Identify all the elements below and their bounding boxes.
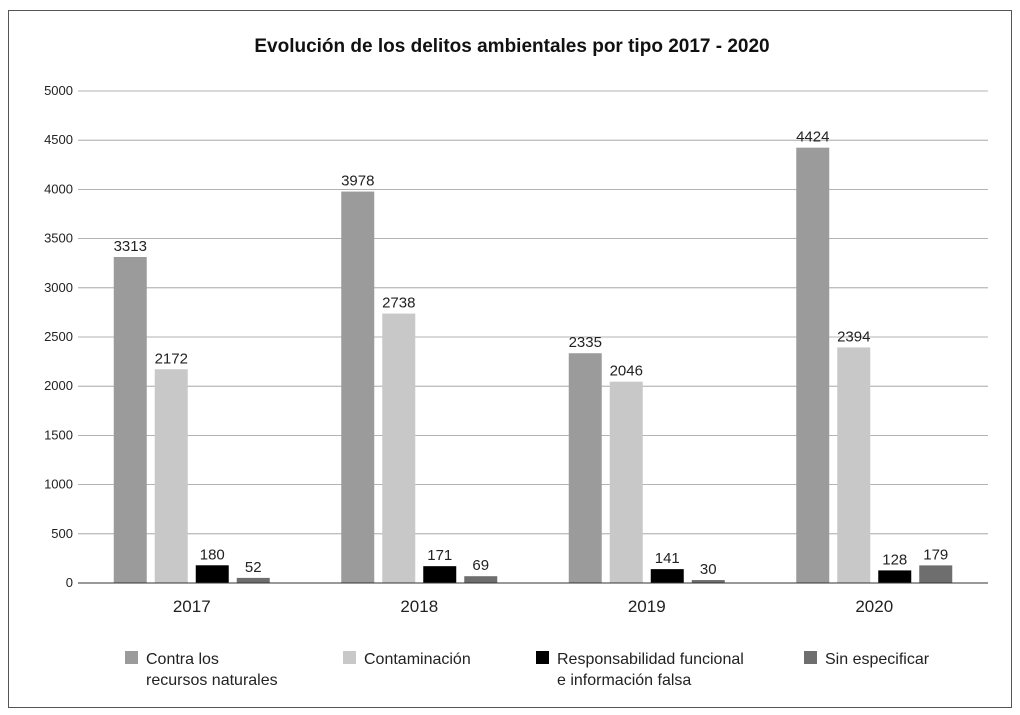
data-label: 2335 bbox=[569, 334, 602, 351]
bar bbox=[113, 257, 147, 583]
bar bbox=[382, 313, 416, 583]
data-label: 4424 bbox=[796, 129, 829, 146]
bar bbox=[423, 566, 457, 583]
bar bbox=[919, 565, 953, 583]
bars bbox=[113, 147, 953, 583]
bar bbox=[341, 191, 375, 583]
legend-label: Contra los bbox=[146, 651, 219, 668]
data-label: 171 bbox=[427, 547, 452, 564]
data-label: 69 bbox=[472, 557, 489, 574]
data-label: 179 bbox=[923, 546, 948, 563]
data-label: 52 bbox=[245, 559, 262, 576]
bar bbox=[464, 576, 498, 583]
y-tick-label: 0 bbox=[66, 575, 73, 590]
chart-title: Evolución de los delitos ambientales por… bbox=[254, 36, 769, 57]
y-axis-ticks: 0 500 1000 1500 2000 2500 3000 3500 4000 4500 5000 bbox=[44, 83, 73, 590]
legend-swatch bbox=[125, 651, 138, 664]
x-tick-label: 2018 bbox=[400, 597, 438, 616]
data-label: 2046 bbox=[610, 363, 643, 380]
data-labels: 3313 2172 180 52 3978 2738 171 69 2335 2046 141 30 4… bbox=[114, 129, 949, 578]
data-label: 30 bbox=[700, 561, 717, 578]
legend-swatch bbox=[343, 651, 356, 664]
data-label: 2172 bbox=[155, 350, 188, 367]
bar bbox=[609, 381, 643, 583]
legend-label: Contaminación bbox=[364, 651, 471, 668]
data-label: 128 bbox=[882, 551, 907, 568]
data-label: 2394 bbox=[837, 328, 870, 345]
y-tick-label: 3500 bbox=[44, 231, 73, 246]
bar bbox=[878, 570, 912, 583]
x-tick-label: 2019 bbox=[628, 597, 666, 616]
legend-swatch bbox=[804, 651, 817, 664]
y-tick-label: 3000 bbox=[44, 280, 73, 295]
x-tick-label: 2017 bbox=[173, 597, 211, 616]
x-tick-label: 2020 bbox=[855, 597, 893, 616]
legend-label: e información falsa bbox=[557, 672, 691, 689]
data-label: 141 bbox=[655, 550, 680, 567]
legend-label: recursos naturales bbox=[146, 672, 278, 689]
bar bbox=[691, 580, 725, 583]
bar bbox=[796, 147, 830, 583]
bar bbox=[568, 353, 602, 583]
y-tick-label: 1000 bbox=[44, 477, 73, 492]
bar bbox=[154, 369, 188, 583]
x-axis: 2017 2018 2019 2020 bbox=[78, 582, 988, 616]
bar bbox=[195, 565, 229, 583]
y-tick-label: 4500 bbox=[44, 132, 73, 147]
data-label: 180 bbox=[200, 546, 225, 563]
gridlines bbox=[78, 90, 988, 535]
y-tick-label: 500 bbox=[51, 526, 73, 541]
chart-frame bbox=[8, 10, 1012, 708]
legend-swatch bbox=[536, 651, 549, 664]
legend: Contra los recursos naturales Contaminació… bbox=[125, 651, 930, 689]
data-label: 3978 bbox=[341, 173, 374, 190]
data-label: 3313 bbox=[114, 238, 147, 255]
bar bbox=[236, 577, 270, 583]
legend-label: Responsabilidad funcional bbox=[557, 651, 744, 668]
y-tick-label: 2000 bbox=[44, 378, 73, 393]
y-tick-label: 5000 bbox=[44, 83, 73, 98]
legend-label: Sin especificar bbox=[825, 651, 930, 668]
y-tick-label: 2500 bbox=[44, 329, 73, 344]
y-tick-label: 1500 bbox=[44, 427, 73, 442]
bar bbox=[837, 347, 871, 583]
y-tick-label: 4000 bbox=[44, 181, 73, 196]
bar bbox=[650, 569, 684, 583]
data-label: 2738 bbox=[382, 295, 415, 312]
